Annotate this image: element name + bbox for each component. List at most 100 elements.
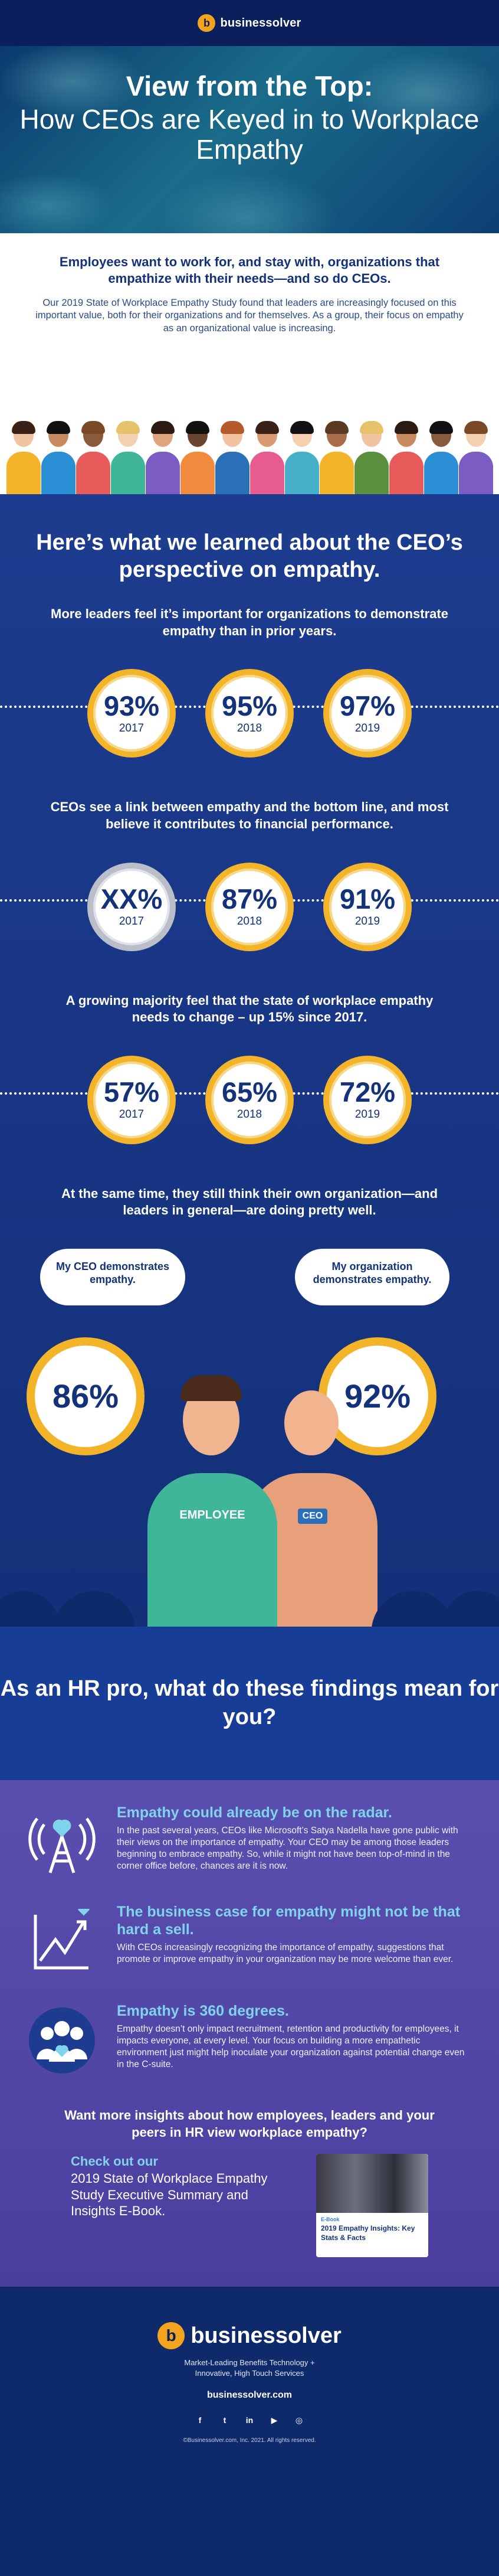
ebook-cta: Want more insights about how employees, …: [0, 2101, 499, 2141]
crowd-person: [319, 421, 354, 494]
insight-body: With CEOs increasingly recognizing the i…: [117, 1942, 454, 1965]
footer-url-link[interactable]: businessolver.com: [206, 2390, 293, 2401]
intro-body: Our 2019 State of Workplace Empathy Stud…: [35, 298, 464, 334]
brand-logo[interactable]: b businessolver: [198, 14, 301, 32]
crowd-person: [41, 421, 75, 494]
hands-background-image: [0, 46, 499, 233]
stat-year: 2017: [119, 1108, 145, 1121]
stat-percent: 57%: [103, 1076, 160, 1108]
crowd-person: [145, 421, 180, 494]
stat-year: 2017: [119, 915, 145, 928]
insight-title: Empathy is 360 degrees.: [117, 2002, 289, 2019]
stat-percent: XX%: [100, 883, 163, 915]
crowd-person: [389, 421, 424, 494]
stat-percent: 95%: [221, 690, 278, 721]
ebook-kicker: Check out our: [71, 2154, 158, 2169]
crowd-person: [424, 421, 458, 494]
brand-mark-icon: b: [198, 14, 216, 32]
stat-percent: 91%: [339, 883, 396, 915]
stat-block-4: At the same time, they still think their…: [0, 1163, 499, 1627]
ceo-head: [284, 1390, 339, 1455]
crowd-person: [110, 421, 145, 494]
copyright: ©Businessolver.com, Inc. 2021. All right…: [183, 2437, 316, 2444]
crowd-person: [6, 421, 41, 494]
stat-year: 2017: [119, 721, 145, 734]
crowd-illustration: [0, 394, 499, 494]
stat-percent: 65%: [221, 1076, 278, 1108]
stat-row: 93% 2017 95% 2018 97% 2019: [0, 652, 499, 776]
stat-circle: 91% 2019: [323, 862, 412, 951]
hero-title: View from the Top: How CEOs are Keyed in…: [0, 70, 499, 165]
stat-block-heading: At the same time, they still think their…: [61, 1186, 438, 1218]
twitter-icon[interactable]: t: [223, 2415, 226, 2425]
intro-lead: Employees want to work for, and stay wit…: [59, 254, 440, 286]
ebook-card-label: E-Book: [321, 2216, 340, 2223]
crowd-silhouette: [0, 1555, 499, 1627]
ceo-employee-illustration: My CEO demonstrates empathy. My organiza…: [0, 1225, 499, 1627]
insight-body: In the past several years, CEOs like Mic…: [117, 1825, 458, 1872]
ebook-card-caption: 2019 Empathy Insights: Key Stats & Facts: [321, 2224, 415, 2242]
stat-percent: 72%: [339, 1076, 396, 1108]
people-heart-icon: [24, 2002, 100, 2079]
footer: b businessolver Market-Leading Benefits …: [0, 2287, 499, 2576]
ebook-promo[interactable]: Check out our 2019 State of Workplace Em…: [0, 2154, 499, 2287]
ebook-link[interactable]: 2019 State of Workplace Empathy Study Ex…: [71, 2171, 268, 2219]
youtube-icon[interactable]: ▶: [271, 2415, 278, 2425]
stat-block-heading: More leaders feel it’s important for org…: [51, 606, 448, 638]
facebook-icon[interactable]: f: [198, 2415, 202, 2425]
radio-tower-heart-icon: [24, 1804, 100, 1880]
footer-logo[interactable]: b businessolver: [0, 2322, 499, 2350]
stat-circle: XX% 2017: [87, 862, 176, 951]
crowd-person: [354, 421, 389, 494]
stat-percent: 97%: [339, 690, 396, 721]
stat-block-2: CEOs see a link between empathy and the …: [0, 776, 499, 969]
footer-tagline-line1: Market-Leading Benefits Technology +: [184, 2358, 315, 2368]
stat-circle: 95% 2018: [205, 669, 294, 758]
stat-row: XX% 2017 87% 2018 91% 2019: [0, 846, 499, 970]
stat-circle: 57% 2017: [87, 1055, 176, 1144]
stat-block-3: A growing majority feel that the state o…: [0, 970, 499, 1163]
meaning-section: Empathy could already be on the radar. I…: [0, 1780, 499, 2287]
findings-heading: Here’s what we learned about the CEO’s p…: [36, 530, 463, 582]
insight-body: Empathy doesn’t only impact recruitment,…: [117, 2023, 465, 2070]
insight-title: The business case for empathy might not …: [117, 1903, 461, 1938]
crowd-person: [458, 421, 493, 494]
ebook-card[interactable]: E-Book 2019 Empathy Insights: Key Stats …: [316, 2154, 428, 2258]
stat-year: 2019: [354, 721, 380, 734]
ceo-name-tag: CEO: [297, 1508, 328, 1524]
stat-row: 57% 2017 65% 2018 72% 2019: [0, 1039, 499, 1163]
hero-banner: View from the Top: How CEOs are Keyed in…: [0, 46, 499, 233]
insight-item: Empathy is 360 degrees. Empathy doesn’t …: [0, 2002, 499, 2079]
footer-tagline: Market-Leading Benefits Technology + Inn…: [0, 2358, 499, 2378]
crowd-person: [75, 421, 110, 494]
findings-section: Here’s what we learned about the CEO’s p…: [0, 494, 499, 1627]
instagram-icon[interactable]: ◎: [295, 2415, 303, 2425]
top-bar: b businessolver: [0, 0, 499, 46]
linkedin-icon[interactable]: in: [245, 2415, 254, 2425]
ebook-cover-photo: [316, 2154, 428, 2213]
hr-pro-heading: As an HR pro, what do these findings mea…: [0, 1676, 499, 1729]
stat-year: 2019: [354, 1108, 380, 1121]
stat-circle: 93% 2017: [87, 669, 176, 758]
stat-percent: 93%: [103, 690, 160, 721]
stat-block-1: More leaders feel it’s important for org…: [0, 583, 499, 776]
stat-year: 2018: [237, 1108, 262, 1121]
stat-block-heading: A growing majority feel that the state o…: [65, 992, 434, 1025]
stat-circle: 65% 2018: [205, 1055, 294, 1144]
stat-year: 2018: [237, 915, 262, 928]
growth-chart-icon: [24, 1903, 100, 1980]
insight-title: Empathy could already be on the radar.: [117, 1804, 392, 1821]
insight-item: Empathy could already be on the radar. I…: [0, 1804, 499, 1880]
crowd-person: [180, 421, 215, 494]
hr-pro-section: As an HR pro, what do these findings mea…: [0, 1626, 499, 1780]
intro-section: Employees want to work for, and stay wit…: [0, 233, 499, 494]
speech-bubble-organization: My organization demonstrates empathy.: [295, 1248, 449, 1305]
stat-percent: 87%: [221, 883, 278, 915]
stat-circle: 72% 2019: [323, 1055, 412, 1144]
crowd-person: [284, 421, 319, 494]
social-links: f t in ▶ ◎: [0, 2414, 499, 2427]
stat-year: 2019: [354, 915, 380, 928]
brand-name: businessolver: [220, 16, 301, 30]
brand-mark-icon: b: [157, 2322, 185, 2350]
footer-brand-name: businessolver: [191, 2323, 342, 2348]
